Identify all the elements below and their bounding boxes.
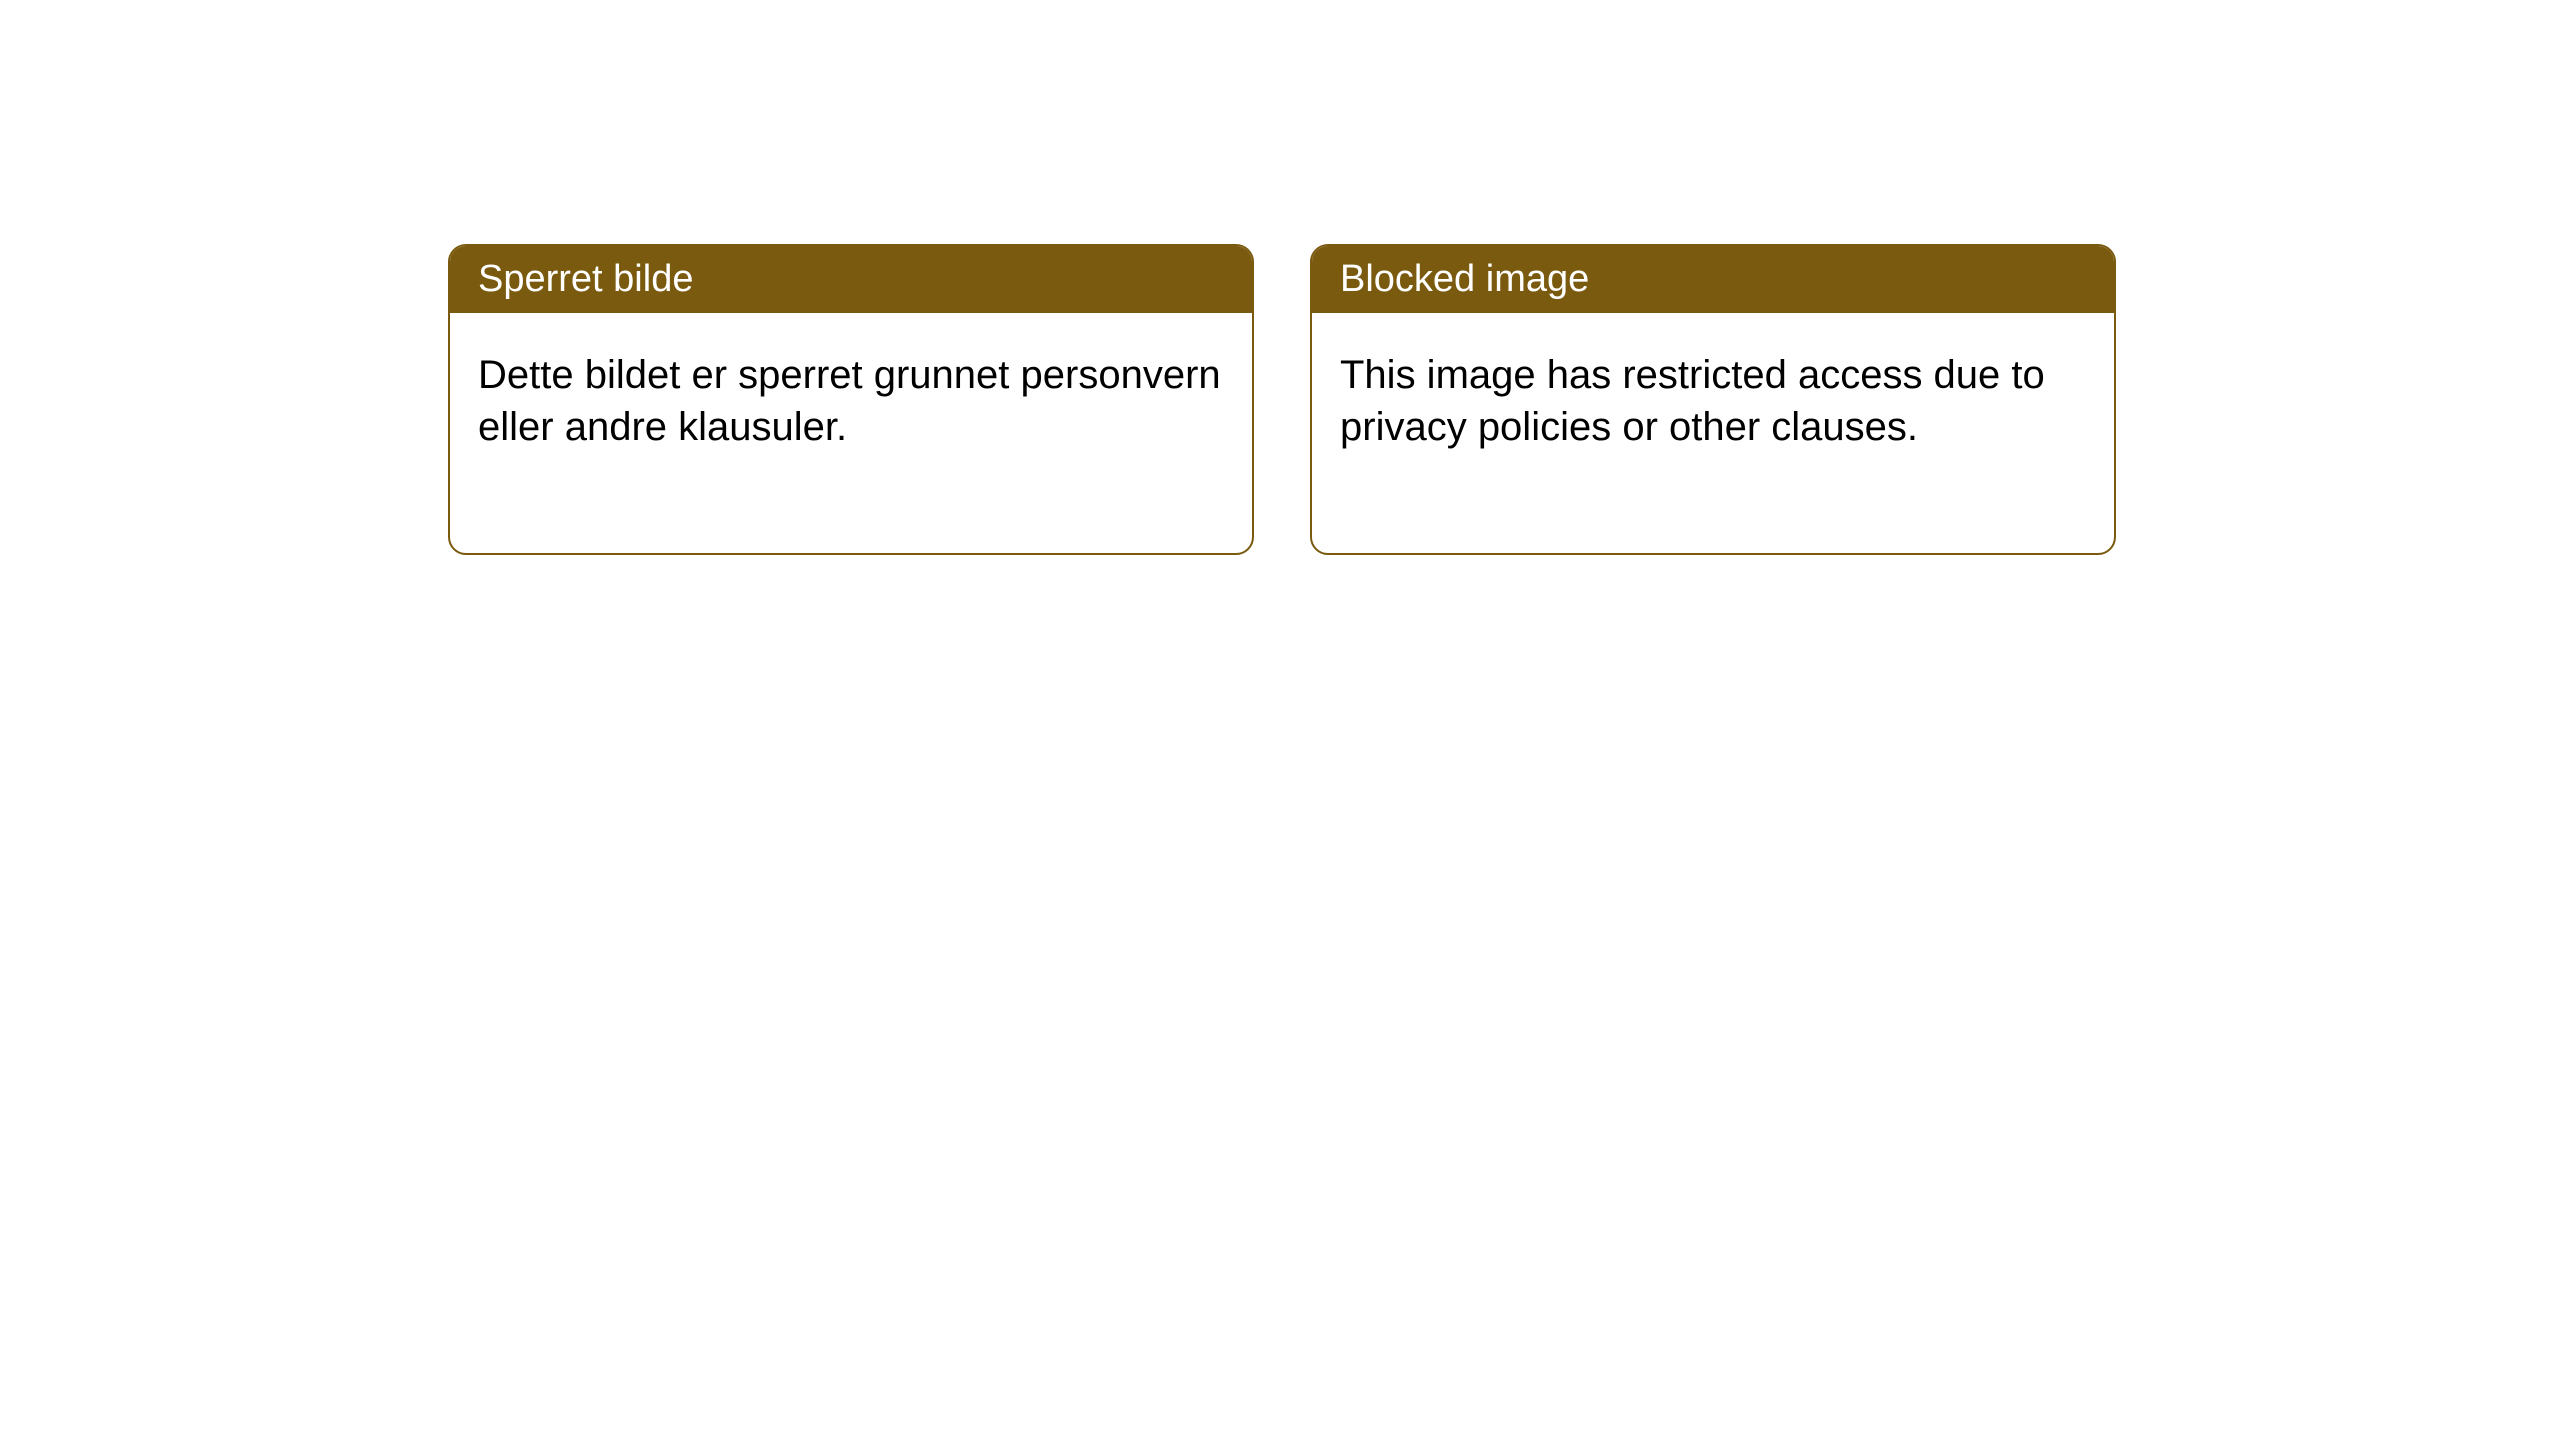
card-body: Dette bildet er sperret grunnet personve… <box>450 313 1252 553</box>
card-header: Blocked image <box>1312 246 2114 313</box>
card-header-text: Blocked image <box>1340 258 1589 300</box>
notice-container: Sperret bilde Dette bildet er sperret gr… <box>448 244 2116 555</box>
notice-card-english: Blocked image This image has restricted … <box>1310 244 2116 555</box>
card-body-text: Dette bildet er sperret grunnet personve… <box>478 353 1221 449</box>
card-body: This image has restricted access due to … <box>1312 313 2114 553</box>
card-header: Sperret bilde <box>450 246 1252 313</box>
card-header-text: Sperret bilde <box>478 258 693 300</box>
card-body-text: This image has restricted access due to … <box>1340 353 2045 449</box>
notice-card-norwegian: Sperret bilde Dette bildet er sperret gr… <box>448 244 1254 555</box>
